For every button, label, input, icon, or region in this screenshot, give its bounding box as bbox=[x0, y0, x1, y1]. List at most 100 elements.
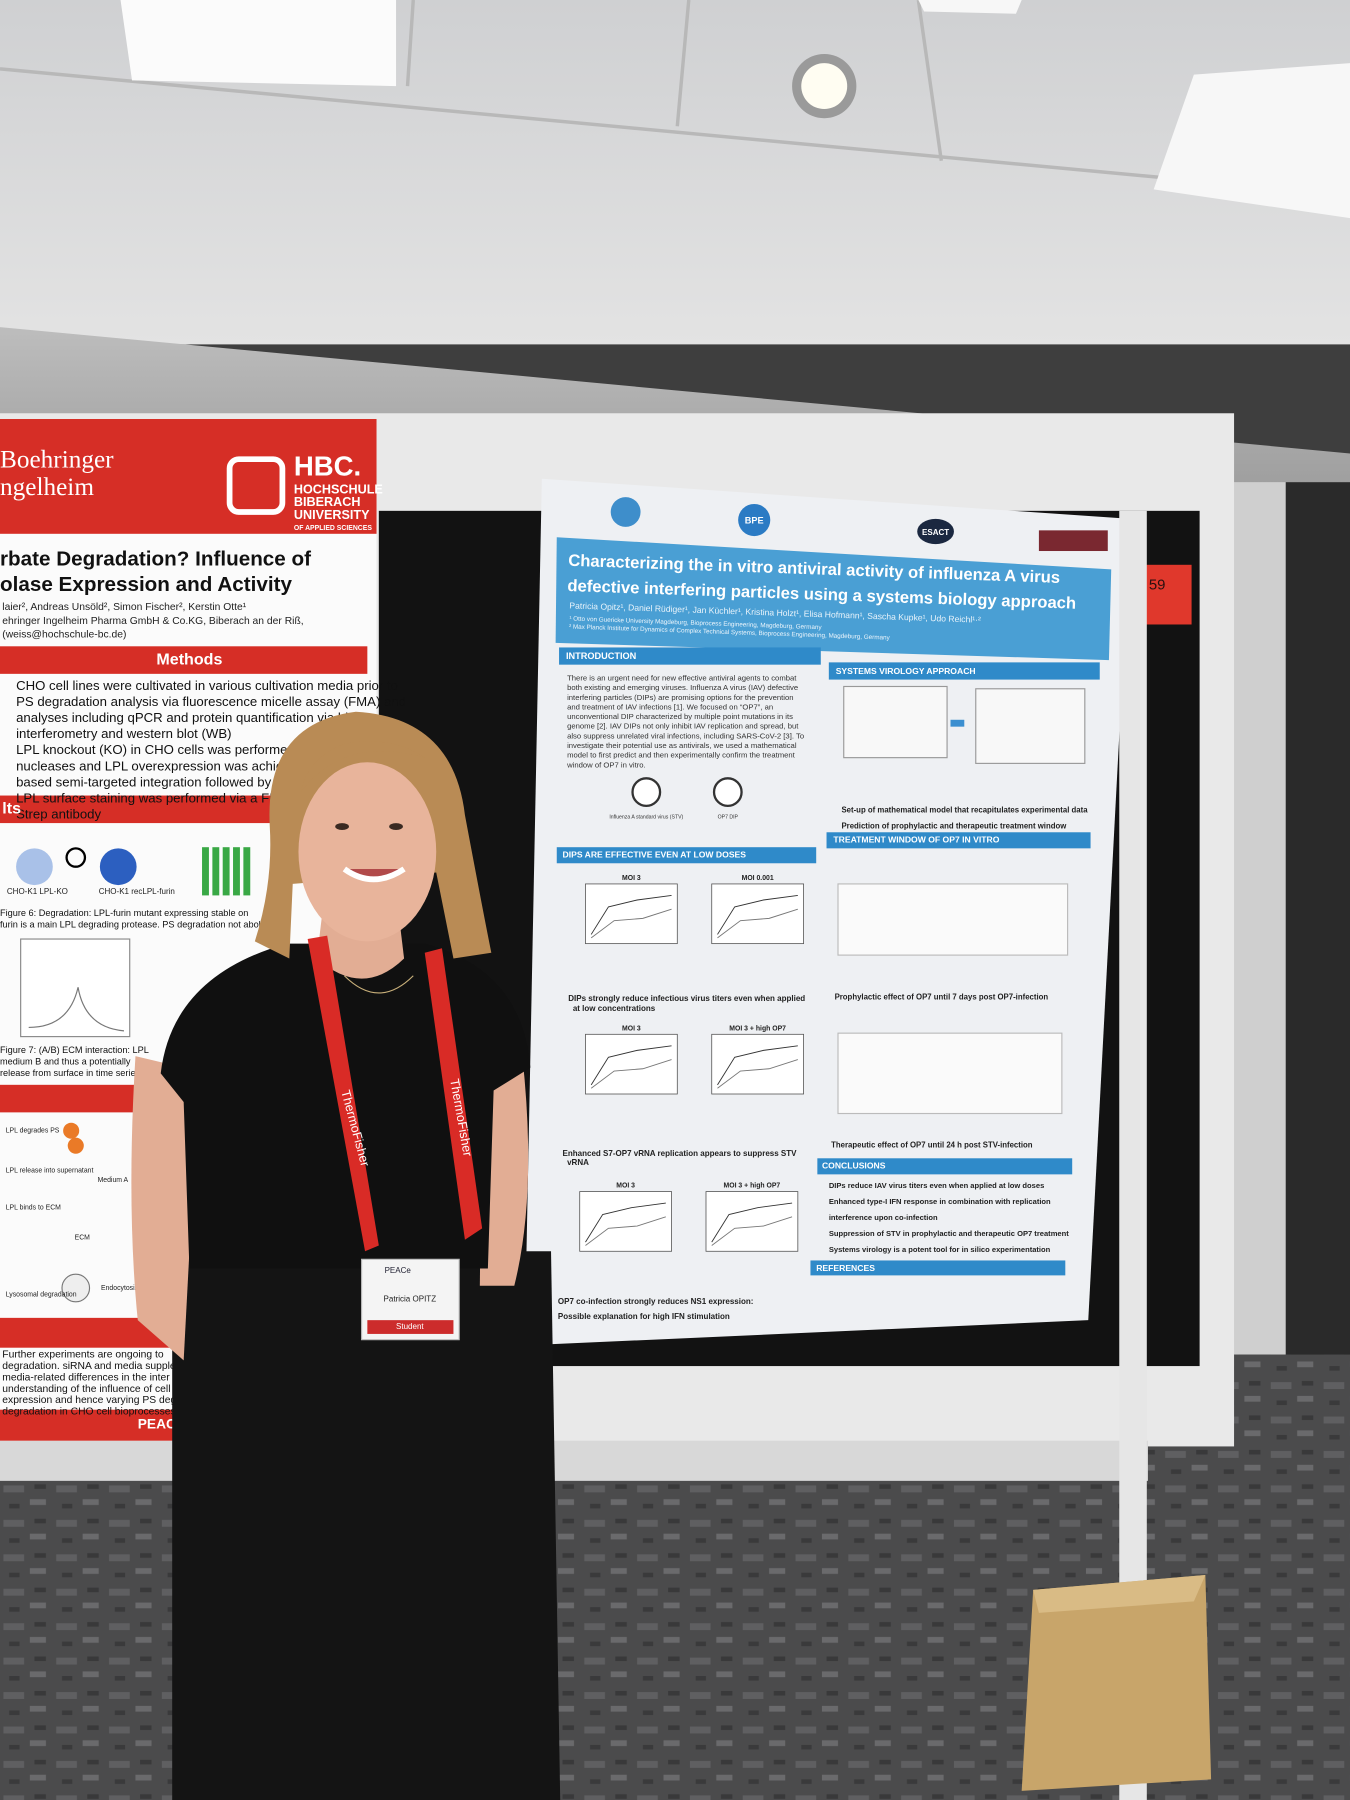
bar-shape bbox=[222, 847, 230, 896]
poster-charts: MOI 3 MOI 0.001 MOI 3 MOI 3 + high OP7 MOI 3… bbox=[579, 875, 804, 1252]
intro-line: investigate their potential use as antiv… bbox=[567, 741, 797, 750]
intro-line: genome [2]. IAV DIPs not only inhibit IA… bbox=[567, 722, 799, 731]
protein-icon bbox=[63, 1122, 80, 1139]
mini-chart-line bbox=[711, 1216, 793, 1246]
intro-line: model to first predict and then experime… bbox=[567, 751, 796, 760]
section-heading: CONCLUSIONS bbox=[822, 1161, 886, 1171]
cell-icon bbox=[99, 848, 137, 886]
badge-event: PEACe bbox=[385, 1266, 412, 1275]
ceiling-light bbox=[120, 0, 397, 87]
cardboard-box bbox=[1021, 1575, 1212, 1791]
intro-line: interfering particles (DIPs) are promisi… bbox=[567, 693, 793, 702]
methods-line: LPL surface staining was performed via a… bbox=[16, 790, 316, 805]
left-authors: ehringer Ingelheim Pharma GmbH & Co.KG, … bbox=[2, 616, 303, 627]
results-heading: lts bbox=[2, 800, 21, 818]
eye bbox=[335, 823, 349, 830]
bar-shape bbox=[233, 847, 240, 896]
bullet-line: DIPs strongly reduce infectious virus ti… bbox=[568, 994, 805, 1003]
arm bbox=[131, 1056, 190, 1361]
mini-chart-title: MOI 3 + high OP7 bbox=[729, 1025, 786, 1032]
outlook-line: degradation. siRNA and media supple bbox=[2, 1361, 176, 1372]
intro-line: There is an urgent need for new effectiv… bbox=[567, 673, 797, 682]
methods-bar bbox=[0, 646, 368, 674]
mini-chart-frame bbox=[579, 1191, 672, 1252]
bullet-line: Possible explanation for high IFN stimul… bbox=[558, 1312, 730, 1321]
bullet-line: OP7 co-infection strongly reduces NS1 ex… bbox=[558, 1297, 754, 1306]
mini-chart-frame bbox=[711, 883, 804, 945]
section-heading: DIPS ARE EFFECTIVE EVEN AT LOW DOSES bbox=[563, 849, 747, 859]
figure-label: CHO-K1 LPL-KO bbox=[7, 887, 68, 896]
model-diagram bbox=[843, 685, 948, 759]
left-authors: laier², Andreas Unsöld², Simon Fischer²,… bbox=[2, 602, 247, 613]
conclusion-line: Enhanced type-I IFN response in combinat… bbox=[829, 1197, 1051, 1206]
board-number: 59 bbox=[1149, 576, 1166, 593]
diagram-label: Endocytosis bbox=[101, 1285, 139, 1292]
bar-chart bbox=[202, 847, 251, 896]
bar-shape bbox=[243, 847, 251, 896]
mini-chart-line bbox=[590, 1045, 672, 1086]
left-authors: (weiss@hochschule-bc.de) bbox=[2, 630, 126, 641]
diagram-label: LPL release into supernatant bbox=[6, 1168, 94, 1175]
section-bar bbox=[559, 647, 821, 665]
mini-chart-line bbox=[711, 1202, 793, 1243]
diagram-label: LPL degrades PS bbox=[6, 1128, 60, 1135]
bullet-line: Set-up of mathematical model that recapi… bbox=[841, 806, 1088, 815]
school-logo-mark bbox=[226, 456, 286, 515]
eye bbox=[389, 823, 403, 830]
section-heading: TREATMENT WINDOW OF OP7 IN VITRO bbox=[833, 835, 999, 845]
bullet-line: vRNA bbox=[567, 1158, 589, 1167]
school-logo: HOCHSCHULE bbox=[294, 483, 383, 497]
lanyard bbox=[307, 935, 379, 1252]
badge-role: Student bbox=[396, 1322, 424, 1331]
methods-line: interferometry and western blot (WB) bbox=[16, 726, 231, 741]
mini-chart-title: MOI 3 + high OP7 bbox=[724, 1183, 781, 1190]
section-bar bbox=[828, 662, 1100, 680]
virus-label: Influenza A standard virus (STV) bbox=[609, 815, 683, 821]
caption: release from surface in time series a bbox=[0, 1068, 149, 1078]
intro-line: window of OP7 in vitro. bbox=[566, 760, 646, 769]
left-poster-footer bbox=[0, 1409, 184, 1441]
fringe bbox=[300, 741, 425, 793]
protein-icon bbox=[67, 1137, 84, 1154]
section-bar bbox=[817, 1158, 1073, 1175]
methods-line: Strep antibody bbox=[16, 807, 101, 822]
bar-shape bbox=[212, 847, 220, 896]
caption: furin is a main LPL degrading protease. … bbox=[0, 920, 272, 930]
mini-chart-title: MOI 0.001 bbox=[742, 875, 774, 882]
face bbox=[298, 762, 437, 942]
mini-chart-line bbox=[590, 1059, 672, 1089]
section-heading: SYSTEMS VIROLOGY APPROACH bbox=[836, 666, 976, 676]
outlook-line: media-related differences in the inter bbox=[2, 1372, 170, 1383]
outlook-line: degradation in CHO cell bioprocesses. bbox=[2, 1407, 178, 1418]
spotlight bbox=[801, 63, 848, 110]
university-logo bbox=[610, 497, 641, 527]
section-bar bbox=[810, 1260, 1066, 1276]
plot-frame bbox=[20, 938, 131, 1038]
figure-label: CHO-K1 recLPL-furin bbox=[99, 887, 175, 896]
mini-chart-line bbox=[585, 1202, 666, 1243]
conclusion-line: interference upon co-infection bbox=[829, 1213, 938, 1222]
bullet-line: Prediction of prophylactic and therapeut… bbox=[841, 822, 1067, 831]
esact-logo bbox=[917, 518, 954, 545]
caption: Figure 7: (A/B) ECM interaction: LPL bbox=[0, 1045, 149, 1055]
diagram-label: LPL binds to ECM bbox=[6, 1204, 61, 1211]
uni-logo bbox=[1038, 530, 1108, 552]
outlook-line: expression and hence varying PS degrad bbox=[2, 1395, 191, 1406]
methods-line: nucleases and LPL overexpression was ach… bbox=[16, 758, 355, 773]
lanyard bbox=[424, 948, 483, 1240]
mini-chart-frame bbox=[585, 883, 678, 945]
mini-chart-title: MOI 3 bbox=[622, 1025, 641, 1032]
virus-icon bbox=[712, 777, 743, 808]
diagram-label: Medium A bbox=[98, 1177, 129, 1184]
school-logo: OF APPLIED SCIENCES bbox=[294, 525, 372, 532]
diagram-label: Lysosomal degradation bbox=[6, 1292, 77, 1299]
bar-shape bbox=[202, 847, 209, 896]
outlook-line: Further experiments are ongoing to bbox=[2, 1349, 164, 1360]
badge-name: Patricia OPITZ bbox=[384, 1295, 437, 1304]
company-logo: ngelheim bbox=[0, 473, 94, 501]
virus-label: OP7 DIP bbox=[718, 815, 739, 821]
necklace bbox=[343, 975, 414, 994]
school-logo: HBC. bbox=[294, 451, 361, 482]
